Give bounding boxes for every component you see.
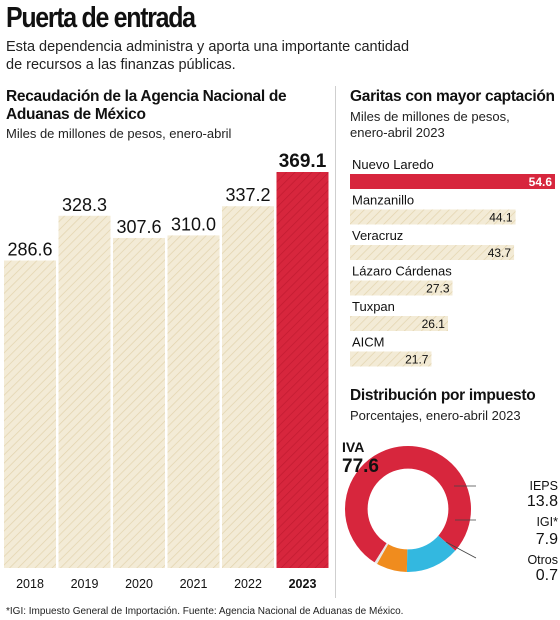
- headline: Puerta de entrada: [6, 2, 196, 34]
- donut-subtitle: Porcentajes, enero-abril 2023: [350, 408, 521, 423]
- bar-value-label: 337.2: [225, 185, 270, 205]
- bar-value-label: 307.6: [116, 217, 161, 237]
- year-tick-label: 2018: [16, 577, 44, 591]
- garita-bar: [350, 351, 432, 367]
- dek: Esta dependencia administra y aporta una…: [6, 39, 410, 73]
- bar-chart-title: Recaudación de la Agencia Nacional de Ad…: [6, 88, 287, 123]
- garita-value: 27.3: [426, 282, 450, 296]
- donut-leader-line: [445, 541, 477, 559]
- garita-label: Manzanillo: [352, 193, 414, 208]
- bar-2022: [222, 206, 274, 569]
- donut-segment-IEPS: [406, 535, 456, 572]
- garita-label: Nuevo Laredo: [352, 157, 434, 172]
- garita-value: 54.6: [529, 175, 553, 189]
- garita-label: Lázaro Cárdenas: [352, 264, 452, 279]
- garita-label: Tuxpan: [352, 299, 395, 314]
- donut-label-iva: IVA: [342, 439, 364, 455]
- donut-label: IGI*: [536, 515, 558, 529]
- garita-value: 44.1: [489, 211, 513, 225]
- bar-2021: [167, 235, 220, 568]
- bar-2020: [113, 237, 165, 568]
- garitas-bar-chart: Nuevo Laredo 54.6 Manzanillo 44.1 Veracruz 43…: [350, 157, 555, 367]
- bar-2018: [4, 260, 56, 568]
- garita-bar: [350, 245, 515, 260]
- donut-inner-edge: [367, 468, 449, 550]
- footnote: *IGI: Impuesto General de Importación. F…: [6, 606, 404, 617]
- donut-segment-Otros: [374, 542, 389, 564]
- garita-label: AICM: [352, 335, 385, 350]
- garita-bar: [350, 280, 453, 296]
- garita-bar: [350, 209, 516, 225]
- recaudacion-bar-chart: 286.6 2018 328.3 2019 307.6 2020 310.0 2021 337.…: [4, 151, 329, 591]
- year-tick-label: 2022: [234, 577, 262, 591]
- bar-value-label: 328.3: [62, 195, 107, 215]
- divider: [335, 86, 336, 598]
- bar-2023: [276, 172, 329, 568]
- garita-value: 26.1: [422, 317, 446, 331]
- year-tick-label: 2019: [71, 577, 99, 591]
- donut-value-iva: 77.6: [342, 456, 379, 477]
- donut-label: IEPS: [530, 479, 559, 493]
- bar-2019: [58, 215, 111, 568]
- donut-value: 0.7: [536, 567, 558, 584]
- bar-value-label: 310.0: [171, 214, 216, 234]
- garita-label: Veracruz: [352, 228, 403, 243]
- garita-bar: [350, 174, 555, 189]
- bar-value-label: 369.1: [279, 151, 327, 172]
- donut-segment-IGI*: [376, 543, 408, 572]
- donut-value: 7.9: [536, 531, 558, 548]
- donut-segment-IVA: [345, 446, 471, 563]
- year-tick-label: 2021: [180, 577, 208, 591]
- bar-chart-subtitle: Miles de millones de pesos, enero-abril: [6, 126, 232, 141]
- garitas-title: Garitas con mayor captación: [350, 88, 555, 105]
- donut-label: Otros: [527, 553, 558, 567]
- garita-value: 21.7: [405, 353, 429, 367]
- garitas-subtitle: Miles de millones de pesos, enero-abril …: [350, 109, 510, 140]
- year-tick-label: 2020: [125, 577, 153, 591]
- donut-title: Distribución por impuesto: [350, 387, 536, 404]
- year-tick-label: 2023: [289, 577, 317, 591]
- garita-bar: [350, 316, 448, 331]
- donut-value: 13.8: [527, 493, 558, 510]
- garita-value: 43.7: [488, 246, 512, 260]
- bar-value-label: 286.6: [7, 240, 52, 260]
